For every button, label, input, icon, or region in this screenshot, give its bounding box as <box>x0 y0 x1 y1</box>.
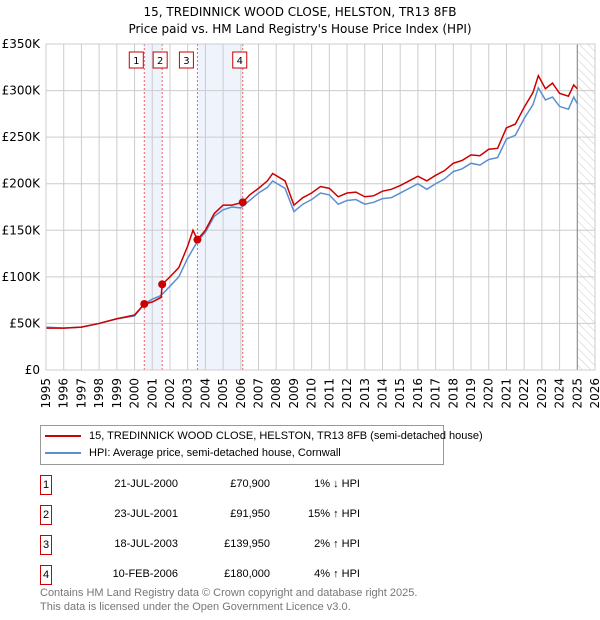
x-tick-label: 1997 <box>74 378 88 409</box>
x-tick-label: 2012 <box>340 378 354 409</box>
x-tick-label: 2009 <box>287 378 301 409</box>
x-tick-label: 2014 <box>375 378 389 409</box>
sale-label: 2 <box>157 56 163 67</box>
sale-hpi-diff: 2% ↑ HPI <box>314 538 360 550</box>
price-chart: 15, TREDINNICK WOOD CLOSE, HELSTON, TR13… <box>2 5 600 409</box>
x-tick-label: 2007 <box>252 378 266 409</box>
sale-price: £139,950 <box>224 538 270 550</box>
sale-point <box>140 299 149 308</box>
blue-line-swatch <box>45 452 81 454</box>
y-tick-label: £150K <box>2 223 42 237</box>
x-tick-label: 2008 <box>269 378 283 409</box>
x-tick-label: 2022 <box>517 378 531 409</box>
hpi-line <box>45 85 578 329</box>
x-tick-label: 2019 <box>464 378 478 409</box>
x-tick-label: 2020 <box>482 378 496 409</box>
x-tick-label: 1995 <box>39 378 53 409</box>
y-tick-label: £350K <box>2 37 42 51</box>
sale-point <box>238 198 247 207</box>
legend: 15, TREDINNICK WOOD CLOSE, HELSTON, TR13… <box>40 425 483 465</box>
x-tick-label: 2016 <box>411 378 425 409</box>
forecast-hatch <box>577 44 595 370</box>
x-tick-label: 2017 <box>429 378 443 409</box>
x-tick-label: 2013 <box>358 378 372 409</box>
footer-line: This data is licensed under the Open Gov… <box>40 601 351 613</box>
legend-hpi: HPI: Average price, semi-detached house,… <box>89 447 341 459</box>
x-tick-label: 2025 <box>570 378 584 409</box>
x-tick-label: 2006 <box>234 378 248 409</box>
sale-label-box <box>178 51 194 69</box>
sale-price: £70,900 <box>230 478 270 490</box>
x-tick-label: 1998 <box>92 378 106 409</box>
property-price-line <box>46 73 578 329</box>
sale-hpi-diff: 1% ↓ HPI <box>314 478 360 490</box>
x-tick-label: 2018 <box>446 378 460 409</box>
sale-label: 4 <box>237 56 243 67</box>
shaded-range <box>144 44 163 370</box>
sale-label-box <box>128 51 144 69</box>
x-tick-label: 2002 <box>163 378 177 409</box>
chart-title: 15, TREDINNICK WOOD CLOSE, HELSTON, TR13… <box>143 5 456 19</box>
y-tick-label: £200K <box>2 177 42 191</box>
sale-label: 3 <box>183 56 189 67</box>
x-tick-label: 2003 <box>181 378 195 409</box>
sale-date: 21-JUL-2000 <box>114 478 178 490</box>
sale-number-badge: 4 <box>40 565 52 585</box>
x-tick-label: 2023 <box>535 378 549 409</box>
y-tick-label: £250K <box>2 130 42 144</box>
x-tick-label: 2000 <box>128 378 142 409</box>
y-tick-label: £300K <box>2 84 42 98</box>
y-tick-label: £0 <box>25 363 40 377</box>
sale-date: 18-JUL-2003 <box>114 538 178 550</box>
x-tick-label: 1996 <box>57 378 71 409</box>
sale-date: 23-JUL-2001 <box>114 508 178 520</box>
y-tick-label: £50K <box>9 316 41 330</box>
sale-label-box <box>232 51 248 69</box>
x-tick-label: 2024 <box>553 378 567 409</box>
x-tick-label: 2010 <box>305 378 319 409</box>
sale-date: 10-FEB-2006 <box>112 568 178 580</box>
sale-number-badge: 1 <box>40 475 52 495</box>
x-tick-label: 2015 <box>393 378 407 409</box>
x-tick-label: 2026 <box>588 378 600 409</box>
sale-row: 2 23-JUL-2001 £91,950 15% ↑ HPI <box>40 505 600 527</box>
footer-line: Contains HM Land Registry data © Crown c… <box>40 587 418 599</box>
sale-number-badge: 3 <box>40 535 52 555</box>
sale-point <box>193 235 202 244</box>
sale-number-badge: 2 <box>40 505 52 525</box>
sale-hpi-diff: 4% ↑ HPI <box>314 568 360 580</box>
x-tick-label: 1999 <box>110 378 124 409</box>
sale-label: 1 <box>133 56 139 67</box>
sale-label-box <box>152 51 168 69</box>
footer: Contains HM Land Registry data © Crown c… <box>40 586 417 614</box>
x-tick-label: 2011 <box>322 378 336 409</box>
sale-point <box>158 280 167 289</box>
x-tick-label: 2001 <box>145 378 159 409</box>
x-tick-label: 2005 <box>216 378 230 409</box>
x-tick-label: 2004 <box>198 378 212 409</box>
plot-frame <box>45 43 596 371</box>
sale-hpi-diff: 15% ↑ HPI <box>308 508 360 520</box>
y-tick-label: £100K <box>2 270 42 284</box>
sale-price: £91,950 <box>230 508 270 520</box>
chart-subtitle: Price paid vs. HM Land Registry's House … <box>128 22 471 36</box>
legend-property: 15, TREDINNICK WOOD CLOSE, HELSTON, TR13… <box>89 430 483 442</box>
sale-row: 3 18-JUL-2003 £139,950 2% ↑ HPI <box>40 535 600 557</box>
x-tick-label: 2021 <box>499 378 513 409</box>
sale-price: £180,000 <box>224 568 270 580</box>
sale-row: 4 10-FEB-2006 £180,000 4% ↑ HPI <box>40 565 600 587</box>
sale-row: 1 21-JUL-2000 £70,900 1% ↓ HPI <box>40 475 600 497</box>
red-line-swatch <box>45 435 81 437</box>
